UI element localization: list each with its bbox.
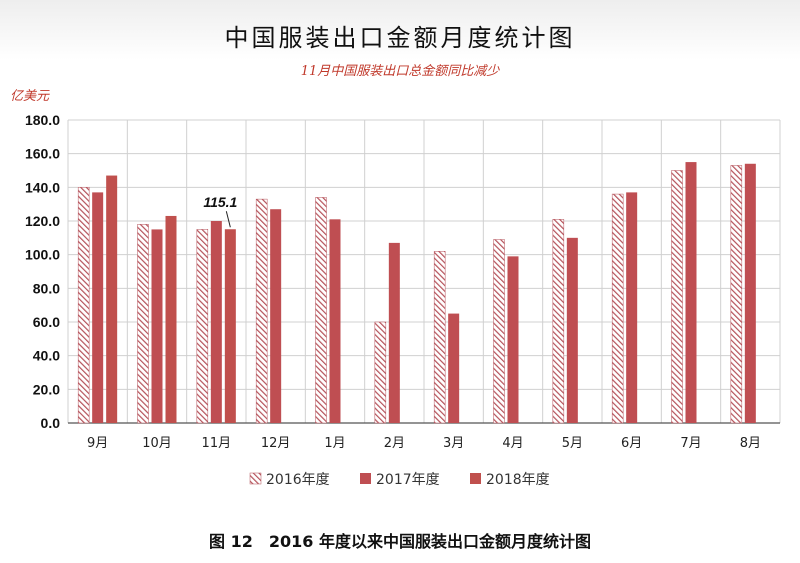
y-tick-label: 20.0 — [33, 381, 60, 397]
x-tick-label: 1月 — [324, 436, 345, 451]
bar-2018年度-11月 — [224, 229, 236, 423]
x-tick-label: 4月 — [502, 436, 523, 451]
legend-label: 2017年度 — [376, 472, 440, 488]
legend-swatch-2016年度 — [249, 472, 262, 485]
bar-2016年度-7月 — [671, 170, 683, 424]
bar-2017年度-4月 — [507, 256, 519, 423]
x-tick-label: 9月 — [87, 436, 108, 451]
bar-2016年度-6月 — [611, 193, 624, 424]
bar-chart: 0.0 20.0 40.0 60.0 80.0 100.0 120.0 140.0 160.0 1… — [0, 0, 800, 488]
bar-2016年度-9月 — [77, 187, 90, 424]
y-tick-label: 0.0 — [41, 415, 61, 431]
bar-2018年度-10月 — [165, 215, 177, 423]
y-tick-label: 80.0 — [33, 280, 60, 296]
data-label-annotation: 115.1 — [203, 194, 237, 210]
y-tick-label: 40.0 — [33, 348, 60, 364]
bar-2016年度-12月 — [255, 198, 268, 424]
bar-2017年度-3月 — [448, 313, 460, 423]
chart-subtitle: 11月中国服装出口总金额同比减少 — [301, 63, 501, 79]
x-tick-label: 5月 — [562, 436, 583, 451]
y-axis-unit-label: 亿美元 — [10, 89, 50, 104]
bar-2017年度-6月 — [626, 192, 638, 423]
x-tick-label: 11月 — [202, 436, 232, 451]
bar-2017年度-9月 — [92, 192, 104, 423]
bar-2017年度-10月 — [151, 229, 163, 423]
y-tick-label: 100.0 — [25, 247, 60, 263]
bar-2017年度-7月 — [685, 162, 697, 424]
y-tick-label: 180.0 — [25, 112, 60, 128]
bar-2016年度-3月 — [433, 251, 446, 424]
y-tick-label: 140.0 — [25, 179, 60, 195]
x-tick-label: 3月 — [443, 436, 464, 451]
bar-2016年度-11月 — [196, 229, 209, 424]
x-tick-label: 6月 — [621, 436, 642, 451]
legend-label: 2016年度 — [266, 472, 330, 488]
legend-swatch-2018年度 — [470, 473, 481, 484]
x-tick-label: 12月 — [261, 436, 291, 451]
bar-2017年度-11月 — [210, 221, 222, 423]
bar-2016年度-1月 — [315, 197, 327, 424]
bar-2016年度-4月 — [493, 239, 505, 424]
x-tick-label: 8月 — [740, 436, 761, 451]
chart-title: 中国服装出口金额月度统计图 — [225, 24, 576, 52]
y-tick-label: 160.0 — [25, 146, 60, 162]
x-tick-label: 10月 — [142, 436, 172, 451]
legend-label: 2018年度 — [486, 472, 550, 488]
bar-2016年度-5月 — [552, 219, 565, 424]
bar-2017年度-8月 — [744, 163, 756, 423]
bar-2017年度-1月 — [329, 219, 341, 423]
bar-2016年度-8月 — [730, 165, 743, 424]
bar-2017年度-12月 — [270, 209, 282, 423]
x-tick-label: 7月 — [680, 436, 701, 451]
bar-2017年度-2月 — [388, 242, 400, 423]
y-tick-label: 60.0 — [33, 314, 60, 330]
bar-2017年度-5月 — [566, 237, 578, 423]
legend-swatch-2017年度 — [360, 473, 371, 484]
annotation-leader — [225, 211, 231, 228]
figure-caption: 图 12 2016 年度以来中国服装出口金额月度统计图 — [209, 532, 591, 551]
bar-2018年度-9月 — [106, 175, 118, 423]
bar-2016年度-2月 — [374, 321, 387, 424]
bar-2016年度-10月 — [137, 224, 149, 424]
y-tick-label: 120.0 — [25, 213, 60, 229]
x-tick-label: 2月 — [384, 436, 405, 451]
